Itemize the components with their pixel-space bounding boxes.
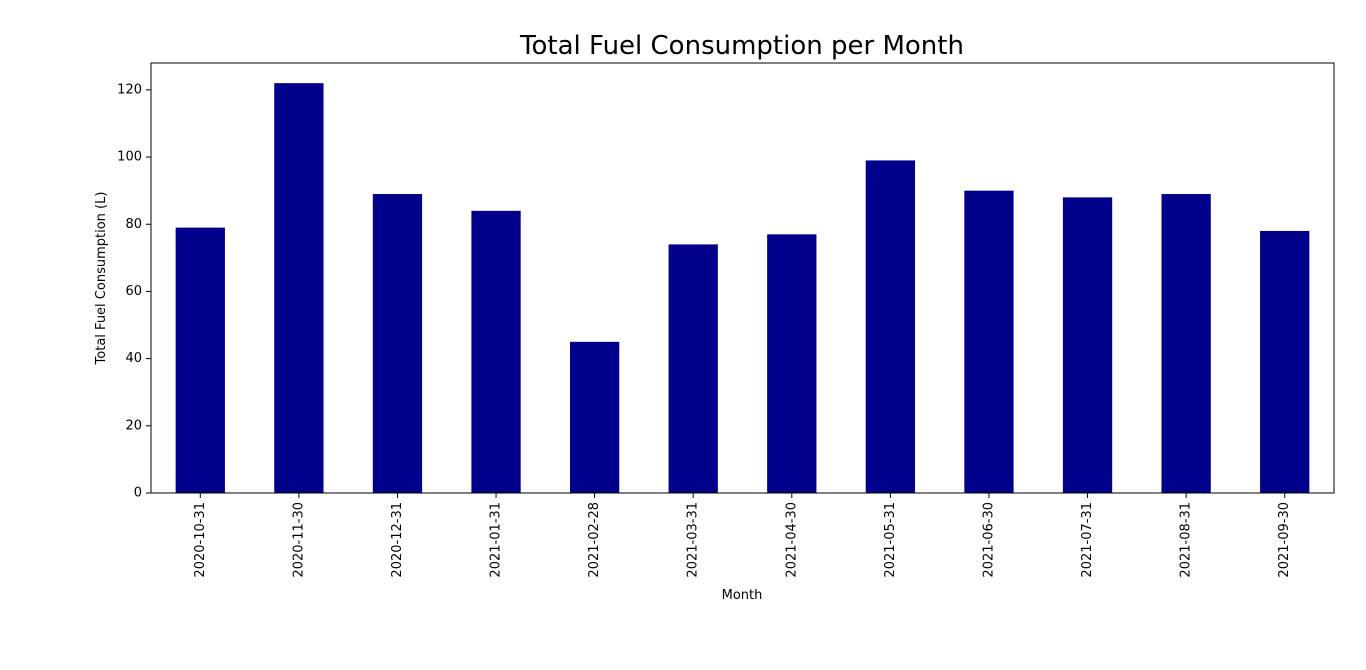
y-tick-label: 60 — [125, 284, 142, 299]
bar-2021-07-31 — [1062, 197, 1113, 493]
x-tick-label: 2021-03-31 — [686, 502, 701, 578]
y-axis-label: Total Fuel Consumption (L) — [94, 192, 109, 366]
bar-2021-09-30 — [1260, 230, 1310, 493]
x-tick-label: 2021-05-31 — [883, 502, 898, 578]
x-tick-label: 2021-09-30 — [1277, 502, 1292, 578]
bar-2021-02-28 — [569, 341, 620, 493]
x-axis-label: Month — [722, 588, 763, 603]
bar-2021-08-31 — [1161, 194, 1211, 493]
bar-2020-11-30 — [274, 83, 324, 493]
y-axis: 0 20 40 60 80 100 120 — [117, 82, 151, 501]
x-tick-label: 2021-02-28 — [587, 502, 602, 578]
bar-2021-05-31 — [865, 160, 916, 493]
y-tick-label: 120 — [117, 82, 142, 97]
bar-2021-01-31 — [471, 210, 521, 493]
x-tick-label: 2021-06-30 — [981, 502, 996, 578]
plot-frame — [150, 62, 1335, 494]
bar-2021-06-30 — [964, 190, 1014, 493]
x-tick-label: 2020-11-30 — [291, 502, 306, 578]
bar-2021-03-31 — [668, 244, 718, 493]
x-tick-label: 2021-01-31 — [489, 502, 504, 578]
y-tick-label: 100 — [117, 150, 142, 165]
bar-2020-12-31 — [372, 194, 423, 493]
y-tick-label: 20 — [125, 418, 142, 433]
x-tick-label: 2021-08-31 — [1179, 502, 1194, 578]
y-tick-label: 40 — [125, 351, 142, 366]
x-tick-label: 2020-10-31 — [193, 502, 208, 578]
y-tick-label: 80 — [125, 217, 142, 232]
chart-title: Total Fuel Consumption per Month — [519, 31, 964, 61]
x-axis: 2020-10-31 2020-11-30 2020-12-31 2021-01-31… — [193, 493, 1292, 578]
bar-2021-04-30 — [767, 234, 817, 493]
bars-group — [175, 83, 1310, 493]
bar-2020-10-31 — [175, 227, 225, 493]
y-tick-label: 0 — [134, 486, 142, 501]
x-tick-label: 2020-12-31 — [390, 502, 405, 578]
x-tick-label: 2021-04-30 — [784, 502, 799, 578]
x-tick-label: 2021-07-31 — [1080, 502, 1095, 578]
